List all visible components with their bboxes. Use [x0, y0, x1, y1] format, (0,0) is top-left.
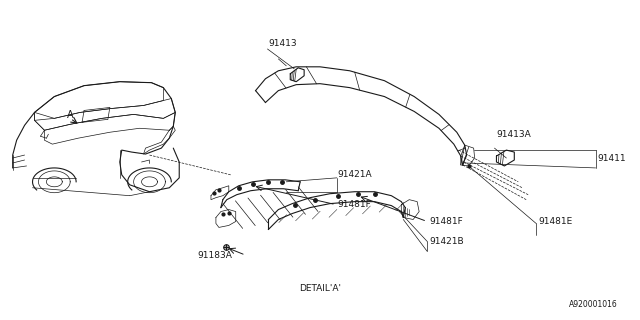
Text: 91481F: 91481F	[338, 200, 372, 209]
Text: 91421A: 91421A	[338, 170, 372, 179]
Text: A920001016: A920001016	[569, 300, 618, 309]
Text: 91411: 91411	[598, 154, 626, 163]
Text: DETAIL'A': DETAIL'A'	[299, 284, 341, 293]
Text: 91413A: 91413A	[497, 130, 531, 139]
Text: 91481F: 91481F	[429, 218, 463, 227]
Text: A: A	[67, 110, 74, 120]
Text: 91421B: 91421B	[429, 237, 463, 246]
Text: 91413: 91413	[268, 39, 297, 48]
Text: 91183A: 91183A	[197, 251, 232, 260]
Text: 91481E: 91481E	[538, 218, 572, 227]
